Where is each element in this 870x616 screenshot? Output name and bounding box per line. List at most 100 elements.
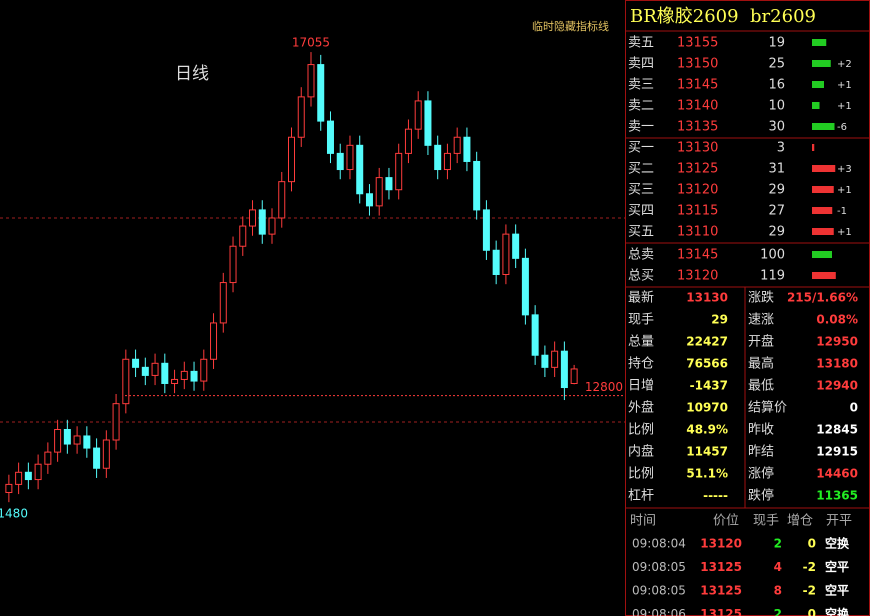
- book-change: +3: [837, 164, 852, 175]
- low-label: 11480: [0, 507, 28, 521]
- trade-cell: -2: [803, 560, 816, 574]
- stat-value: 10970: [686, 401, 728, 415]
- candle-body: [112, 403, 120, 441]
- book-price: 13145: [677, 78, 718, 93]
- hide-button[interactable]: [528, 16, 620, 36]
- book-label: 卖二: [628, 99, 654, 114]
- stat-label: 日增: [628, 379, 654, 394]
- candle-body: [317, 64, 325, 122]
- book-label: 总买: [628, 269, 654, 284]
- stat-value: 11365: [816, 489, 858, 503]
- book-label: 买二: [628, 162, 654, 177]
- stat-label: 内盘: [628, 444, 654, 460]
- stat-label: 杠杆: [628, 488, 654, 504]
- candle-body: [356, 144, 364, 195]
- candle-body: [560, 350, 568, 389]
- candle-body: [122, 358, 130, 405]
- stat-label: 涨跌: [748, 290, 774, 306]
- book-qty: 119: [760, 269, 785, 284]
- book-bar: [812, 60, 831, 67]
- candle-body: [463, 136, 471, 162]
- stat-label: 速涨: [748, 313, 774, 328]
- book-qty: 10: [768, 99, 785, 114]
- stat-label: 现手: [628, 313, 654, 328]
- candle-body: [521, 257, 529, 316]
- book-bar: [812, 251, 832, 258]
- book-price: 13135: [677, 120, 718, 135]
- trade-cell: 空平: [825, 583, 849, 598]
- book-qty: 25: [768, 57, 785, 72]
- candle-body: [482, 209, 490, 251]
- stat-label: 比例: [628, 423, 654, 438]
- stat-value: -1437: [690, 379, 728, 393]
- trade-cell: 4: [774, 560, 782, 574]
- trade-cell: 13125: [700, 560, 742, 574]
- candle-body: [278, 181, 286, 219]
- candle-body: [268, 217, 276, 235]
- book-price: 13120: [677, 269, 718, 284]
- candle-body: [404, 128, 412, 154]
- candle-body: [424, 100, 432, 146]
- candle-body: [502, 233, 510, 275]
- book-price: 13130: [677, 141, 718, 156]
- trade-cell: 0: [808, 607, 816, 616]
- book-bar: [812, 123, 835, 130]
- candle-body: [531, 314, 539, 356]
- trade-cell: 空换: [825, 536, 850, 551]
- book-change: +1: [837, 185, 852, 196]
- stat-value: 13130: [686, 291, 728, 305]
- book-bar: [812, 102, 820, 109]
- book-label: 买四: [628, 204, 654, 219]
- candle-body: [141, 366, 149, 376]
- candle-body: [512, 233, 520, 259]
- candle-body: [570, 368, 578, 384]
- candle-body: [93, 447, 101, 469]
- book-qty: 16: [768, 78, 785, 93]
- book-bar: [812, 228, 834, 235]
- book-change: +2: [837, 59, 852, 70]
- trade-cell: -2: [803, 584, 816, 598]
- candle-body: [249, 209, 257, 227]
- stat-label: 昨收: [748, 423, 774, 438]
- candle-body: [54, 429, 62, 453]
- trade-cell: 13125: [700, 607, 742, 616]
- book-bar: [812, 165, 836, 172]
- candle-body: [24, 471, 32, 481]
- candle-body: [5, 483, 13, 493]
- stat-value: 12950: [816, 335, 858, 349]
- book-price: 13125: [677, 162, 718, 177]
- book-qty: 19: [768, 36, 785, 51]
- book-qty: 29: [768, 183, 785, 198]
- candle-body: [395, 152, 403, 191]
- dividers: [626, 30, 870, 509]
- trade-cell: 2: [774, 537, 782, 551]
- trade-cell: 8: [774, 584, 782, 598]
- trade-header: 现手: [753, 514, 779, 529]
- book-qty: 3: [777, 141, 785, 156]
- candle-body: [541, 354, 549, 368]
- stat-value: 14460: [816, 467, 858, 481]
- candle-body: [385, 177, 393, 191]
- stat-value: 48.9%: [686, 423, 728, 437]
- book-qty: 27: [768, 204, 785, 219]
- book-price: 13145: [677, 248, 718, 263]
- stat-label: 持仓: [628, 357, 654, 372]
- candle-body: [258, 209, 266, 235]
- stat-value: 11457: [686, 445, 728, 459]
- candle-body: [473, 160, 481, 211]
- candle-body: [161, 362, 169, 384]
- stat-value: 29: [711, 313, 728, 327]
- high-label: 17055: [292, 36, 330, 50]
- candle-body: [190, 370, 198, 382]
- book-qty: 100: [760, 248, 785, 263]
- candle-body: [200, 358, 208, 382]
- trade-header: 开平: [826, 514, 852, 529]
- stat-value: 12845: [816, 423, 858, 437]
- trade-cell: 13125: [700, 584, 742, 598]
- price-line-label: 12800: [585, 380, 623, 394]
- stat-label: 最新: [628, 290, 654, 306]
- hide-indicator[interactable]: 临时隐藏指标线: [532, 19, 609, 33]
- book-label: 总卖: [628, 248, 654, 263]
- book-price: 13115: [677, 204, 718, 219]
